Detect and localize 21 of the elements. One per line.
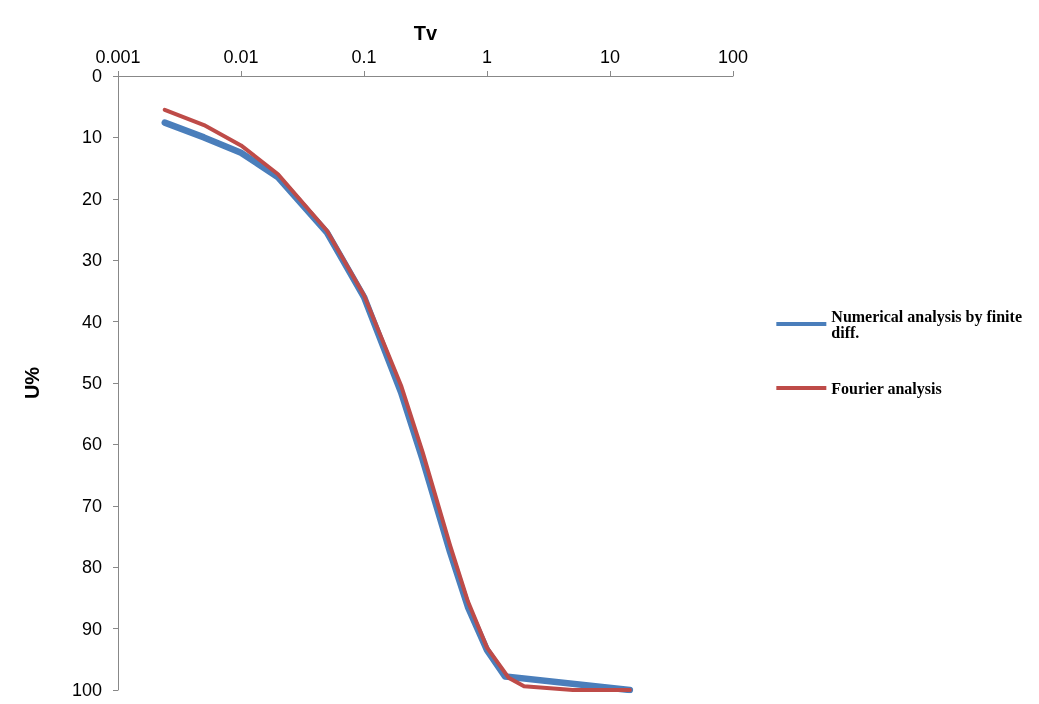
x-tick-label: 10 bbox=[599, 47, 621, 67]
x-tick-label: 0.01 bbox=[223, 47, 259, 67]
y-tick-label: 70 bbox=[81, 495, 102, 516]
x-tick-label: 100 bbox=[717, 47, 749, 67]
y-axis-title: U% bbox=[21, 366, 43, 400]
y-tick-label: 80 bbox=[81, 557, 102, 578]
y-tick-label: 50 bbox=[81, 373, 102, 393]
legend-label: Fourier analysis bbox=[831, 379, 942, 398]
y-tick-label: 20 bbox=[81, 188, 102, 209]
y-tick-label: 0 bbox=[91, 66, 102, 86]
y-tick-label: 60 bbox=[81, 434, 102, 455]
legend-label: Numerical analysis by finite diff. bbox=[831, 307, 1027, 341]
y-tick-label: 90 bbox=[81, 618, 102, 639]
x-tick-label: 0.001 bbox=[95, 47, 141, 67]
x-tick-label: 1 bbox=[481, 47, 493, 67]
y-tick-label: 100 bbox=[71, 680, 102, 700]
x-axis-title: Tv bbox=[413, 22, 439, 45]
y-tick-label: 40 bbox=[81, 311, 102, 332]
y-tick-label: 30 bbox=[81, 250, 102, 271]
x-tick-label: 0.1 bbox=[351, 47, 377, 67]
y-tick-label: 10 bbox=[81, 127, 102, 148]
